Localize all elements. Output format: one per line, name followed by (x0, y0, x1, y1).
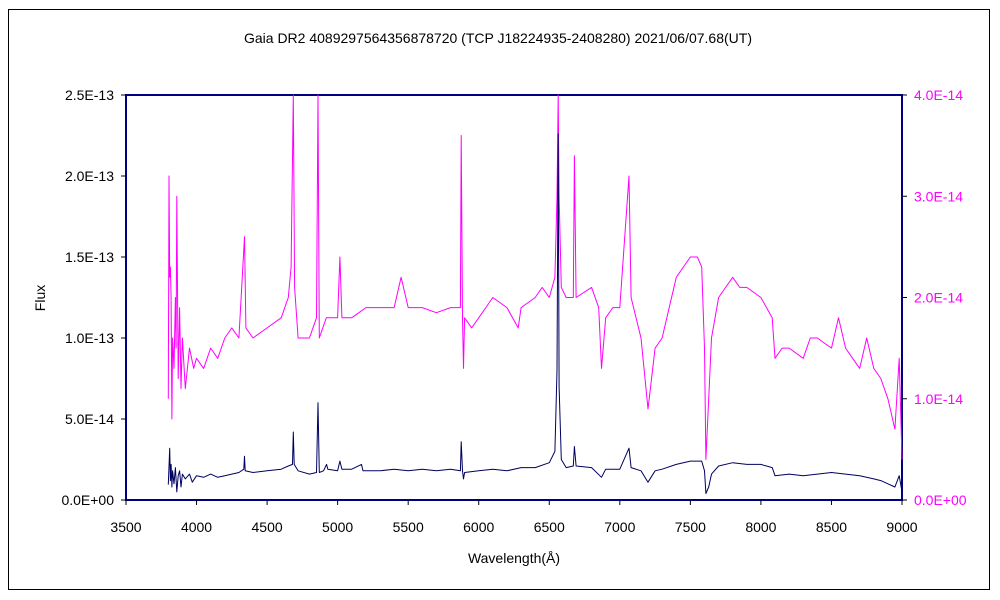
y-right-tick-label: 3.0E-14 (914, 188, 963, 204)
x-tick-label: 6500 (534, 519, 565, 535)
y-left-tick-label: 1.0E-13 (65, 330, 114, 346)
x-tick-label: 8000 (745, 519, 776, 535)
y-axis-left: 0.0E+00 5.0E-14 1.0E-13 1.5E-13 2.0E-13 2.5E-… (61, 87, 126, 508)
x-tick-label: 4500 (252, 519, 283, 535)
y-right-tick-label: 2.0E-14 (914, 290, 963, 306)
y-left-tick-label: 2.5E-13 (65, 87, 114, 103)
y-left-tick-label: 1.5E-13 (65, 249, 114, 265)
chart-title: Gaia DR2 4089297564356878720 (TCP J18224… (244, 30, 752, 46)
x-tick-label: 5000 (322, 519, 353, 535)
y-right-tick-label: 4.0E-14 (914, 87, 963, 103)
x-tick-label: 8500 (816, 519, 847, 535)
spectrum-line-magenta (167, 94, 903, 460)
x-tick-label: 6000 (463, 519, 494, 535)
y-left-tick-label: 0.0E+00 (61, 492, 114, 508)
x-tick-label: 3500 (110, 519, 141, 535)
spectrum-line-navy (167, 133, 903, 494)
y-left-tick-label: 2.0E-13 (65, 168, 114, 184)
x-axis-label: Wavelength(Å) (468, 550, 560, 566)
y-axis-right: 0.0E+00 1.0E-14 2.0E-14 3.0E-14 4.0E-14 (902, 87, 967, 508)
chart-frame (8, 9, 990, 590)
x-tick-label: 7000 (604, 519, 635, 535)
plot-area (125, 94, 903, 501)
x-tick-label: 5500 (393, 519, 424, 535)
y-right-tick-label: 0.0E+00 (914, 492, 967, 508)
y-axis-label: Flux (32, 285, 48, 311)
x-tick-label: 7500 (675, 519, 706, 535)
y-right-tick-label: 1.0E-14 (914, 391, 963, 407)
series-layer (167, 94, 903, 494)
x-tick-label: 9000 (886, 519, 917, 535)
x-tick-label: 4000 (181, 519, 212, 535)
x-axis: 3500 4000 4500 5000 5500 6000 6500 7000 7500 8000… (110, 500, 918, 535)
y-left-tick-label: 5.0E-14 (65, 411, 114, 427)
